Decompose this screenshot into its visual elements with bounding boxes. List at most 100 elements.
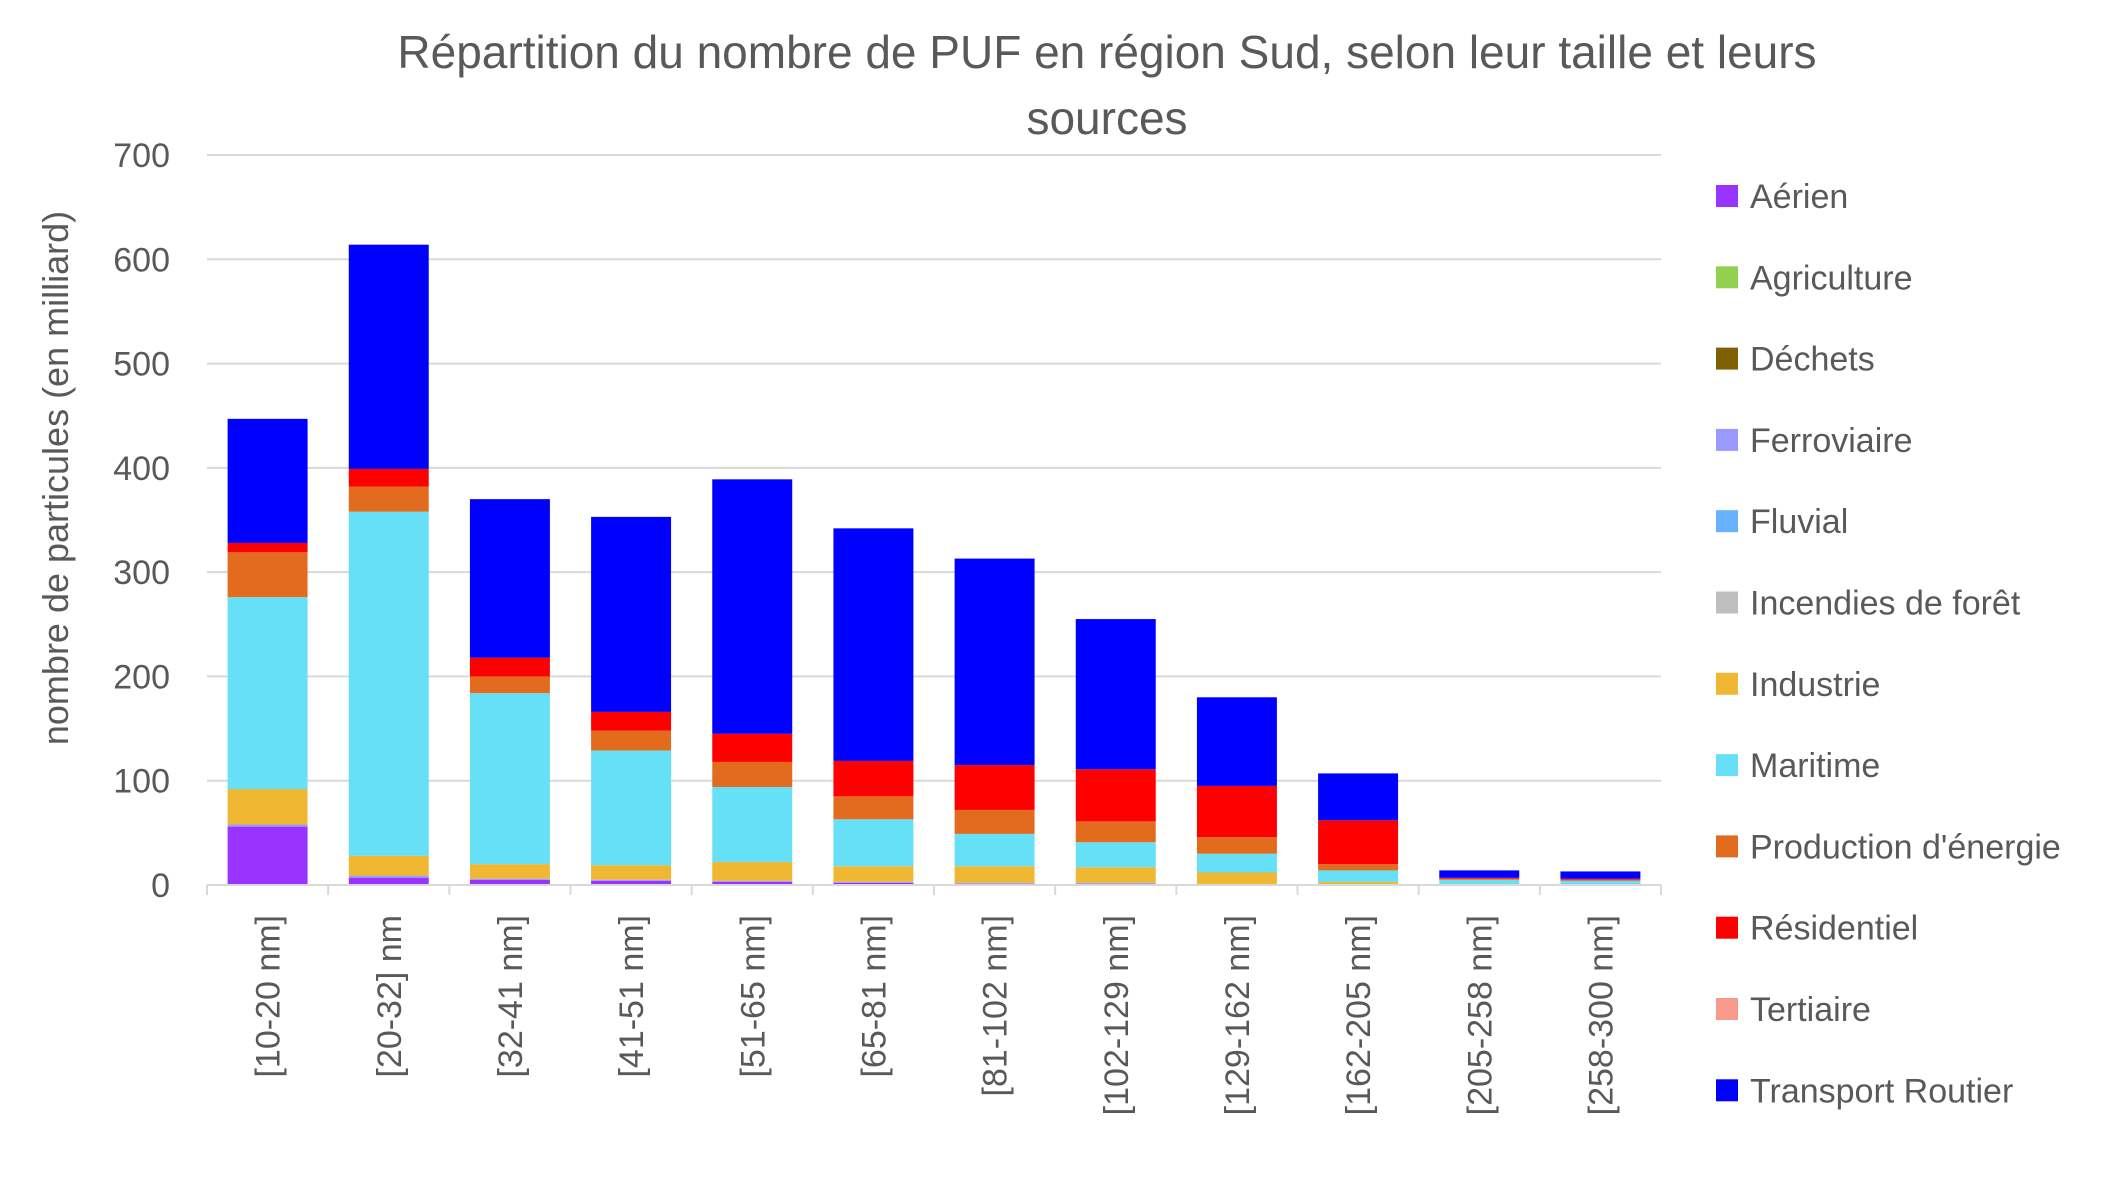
bar-segment xyxy=(712,881,793,885)
bar-segment xyxy=(1196,697,1277,786)
bar-segment xyxy=(227,597,308,790)
x-tick-label: [51-65 nm] xyxy=(734,915,772,1078)
bar-segment xyxy=(469,693,550,865)
legend-swatch xyxy=(1716,754,1738,777)
bar-segment xyxy=(591,750,672,866)
y-tick-label: 0 xyxy=(151,867,170,905)
bar-segment xyxy=(1560,878,1641,880)
bar-segment xyxy=(712,862,793,881)
x-tick-label: [102-129 nm] xyxy=(1098,915,1136,1115)
y-tick-label: 200 xyxy=(113,658,170,696)
bar-segment xyxy=(833,866,914,882)
legend-label: Transport Routier xyxy=(1750,1072,2013,1110)
legend-swatch xyxy=(1716,591,1738,614)
legend-label: Incendies de forêt xyxy=(1750,585,2021,623)
x-tick-label: [129-162 nm] xyxy=(1219,915,1257,1115)
chart-title-line-1: Répartition du nombre de PUF en région S… xyxy=(397,26,1816,78)
y-tick-label: 600 xyxy=(113,241,170,279)
bar-segment xyxy=(954,765,1035,810)
bar-segment xyxy=(1075,821,1156,843)
bar-segment xyxy=(591,879,672,881)
x-tick-label: [162-205 nm] xyxy=(1340,915,1378,1115)
bar-segment xyxy=(1318,773,1399,821)
x-tick-label: [205-258 nm] xyxy=(1461,915,1499,1115)
bar-segment xyxy=(954,833,1035,867)
y-tick-label: 100 xyxy=(113,763,170,801)
legend-label: Agriculture xyxy=(1750,259,1913,297)
bar-segment xyxy=(469,878,550,880)
x-tick-label: [81-102 nm] xyxy=(977,915,1015,1096)
bar-segment xyxy=(954,809,1035,834)
bar-segment xyxy=(1075,867,1156,883)
bar-segment xyxy=(1439,879,1520,884)
bar-segment xyxy=(348,511,429,856)
legend-label: Résidentiel xyxy=(1750,910,1918,948)
bar-segment xyxy=(1560,879,1641,881)
bar-segment xyxy=(1560,880,1641,885)
x-tick-label: [32-41 nm] xyxy=(492,915,530,1078)
bar-segment xyxy=(1439,870,1520,878)
bar-segment xyxy=(227,789,308,825)
bar-segment xyxy=(954,866,1035,883)
bar-segment xyxy=(591,711,672,731)
bar-segment xyxy=(954,558,1035,766)
bar-segment xyxy=(591,880,672,885)
bar-segment xyxy=(712,733,793,762)
bar-segment xyxy=(1318,864,1399,871)
legend-swatch xyxy=(1716,1079,1738,1102)
bar-segment xyxy=(227,418,308,543)
bar-segment xyxy=(591,730,672,751)
bar-segment xyxy=(348,877,429,885)
x-tick-label: [10-20 nm] xyxy=(250,915,288,1078)
legend-swatch xyxy=(1716,998,1738,1020)
bar-segment xyxy=(348,244,429,469)
legend-label: Aérien xyxy=(1750,178,1848,216)
bar-segment xyxy=(1439,877,1520,879)
bar-segment xyxy=(469,879,550,885)
bar-segment xyxy=(712,479,793,734)
bar-segment xyxy=(591,516,672,712)
axes: 0 100 200 300 400 500 600 700 [10-20 nm] [20-32] … xyxy=(113,137,1662,1115)
legend: Aérien Agriculture Déchets Ferroviaire Fluvi… xyxy=(1716,178,2061,1110)
bar-segment xyxy=(1318,820,1399,865)
legend-swatch xyxy=(1716,916,1738,939)
bar-segment xyxy=(227,552,308,598)
legend-label: Production d'énergie xyxy=(1750,828,2061,866)
bar-segment xyxy=(469,676,550,694)
legend-swatch xyxy=(1716,347,1738,370)
bar-segment xyxy=(469,657,550,677)
bar-segment xyxy=(1075,842,1156,868)
bar-segment xyxy=(1439,878,1520,880)
y-tick-label: 400 xyxy=(113,450,170,488)
y-axis-label: nombre de particules (en milliard) xyxy=(35,211,76,745)
bar-segment xyxy=(227,542,308,553)
bars xyxy=(227,244,1641,885)
y-tick-label: 500 xyxy=(113,346,170,384)
legend-swatch xyxy=(1716,835,1738,858)
legend-swatch xyxy=(1716,185,1738,207)
bar-segment xyxy=(712,786,793,863)
bar-segment xyxy=(833,760,914,797)
bar-segment xyxy=(348,855,429,876)
chart-title-line-2: sources xyxy=(1026,92,1187,144)
legend-label: Maritime xyxy=(1750,747,1880,785)
bar-segment xyxy=(1196,872,1277,884)
bar-segment xyxy=(348,875,429,878)
bar-segment xyxy=(712,761,793,787)
legend-label: Fluvial xyxy=(1750,503,1848,541)
bar-segment xyxy=(227,826,308,885)
x-tick-label: [20-32] nm xyxy=(371,915,409,1078)
y-tick-label: 700 xyxy=(113,137,170,175)
bar-segment xyxy=(469,864,550,879)
bar-segment xyxy=(1196,785,1277,838)
legend-swatch xyxy=(1716,266,1738,289)
x-tick-label: [258-300 nm] xyxy=(1582,915,1620,1115)
legend-label: Ferroviaire xyxy=(1750,422,1912,460)
legend-swatch xyxy=(1716,510,1738,533)
gridlines xyxy=(207,154,1661,782)
bar-segment xyxy=(1075,882,1156,884)
legend-label: Déchets xyxy=(1750,341,1875,379)
bar-segment xyxy=(348,468,429,487)
